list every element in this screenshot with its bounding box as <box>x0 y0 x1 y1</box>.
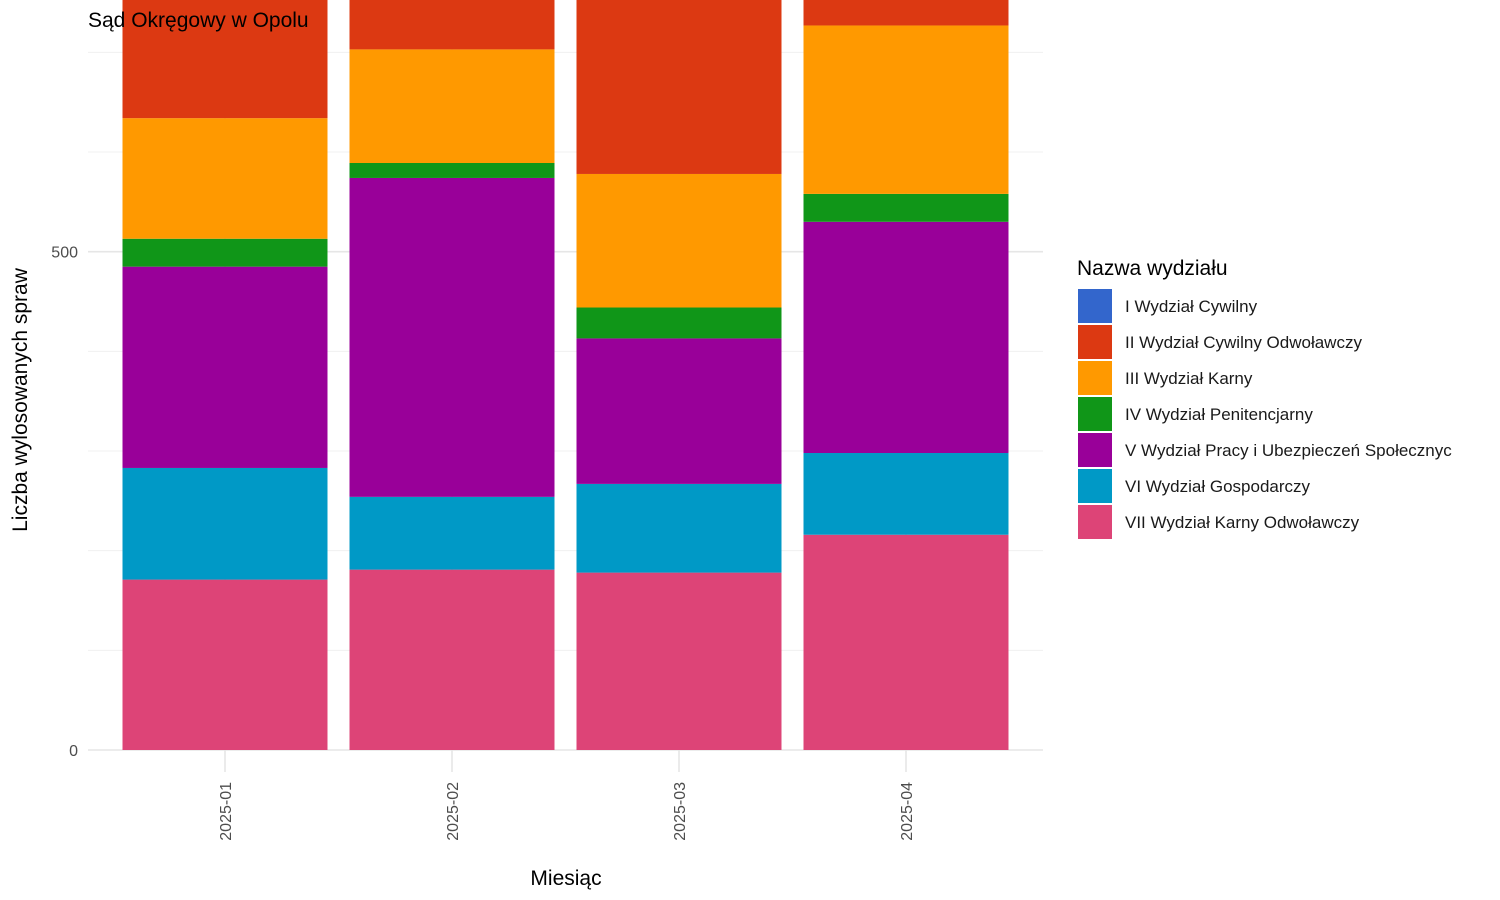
legend-items: I Wydział Cywilny II Wydział Cywilny Odwo… <box>1078 289 1452 539</box>
x-axis-title: Miesiąc <box>530 867 601 890</box>
x-tick-label: 2025-02 <box>445 782 462 841</box>
bar-segment <box>576 0 782 174</box>
bar-segment <box>349 163 555 178</box>
bar-segment <box>576 572 782 750</box>
y-tick-label: 0 <box>69 743 78 760</box>
legend-swatch <box>1078 289 1112 323</box>
x-tick-label: 2025-03 <box>672 782 689 841</box>
legend-label: VII Wydział Karny Odwoławczy <box>1125 513 1360 532</box>
bar-segment <box>349 496 555 570</box>
legend-swatch <box>1078 505 1112 539</box>
x-tick-label: 2025-04 <box>899 782 916 841</box>
bar-segment <box>349 0 555 50</box>
x-tick-label: 2025-01 <box>218 782 235 841</box>
bars <box>122 0 1009 750</box>
bar-segment <box>122 266 328 468</box>
bar-segment <box>803 534 1009 750</box>
bar-segment <box>122 0 328 119</box>
bar-segment <box>122 238 328 267</box>
legend-label: I Wydział Cywilny <box>1125 297 1258 316</box>
bar-segment <box>803 453 1009 535</box>
legend-swatch <box>1078 469 1112 503</box>
legend: Nazwa wydziału I Wydział Cywilny II Wydzi… <box>1077 257 1452 539</box>
bar-segment <box>122 118 328 239</box>
bar-segment <box>576 173 782 308</box>
bar-segment <box>122 467 328 580</box>
legend-title: Nazwa wydziału <box>1077 257 1228 280</box>
bar-segment <box>349 49 555 164</box>
chart-title: Sąd Okręgowy w Opolu <box>88 9 309 32</box>
bar-segment <box>349 569 555 750</box>
legend-label: II Wydział Cywilny Odwoławczy <box>1125 333 1362 352</box>
y-axis-title: Liczba wylosowanych spraw <box>9 267 32 532</box>
legend-swatch <box>1078 361 1112 395</box>
bar-segment <box>576 338 782 484</box>
y-tick-label: 500 <box>51 245 78 262</box>
legend-label: III Wydział Karny <box>1125 369 1253 388</box>
legend-swatch <box>1078 325 1112 359</box>
bar-segment <box>803 0 1009 26</box>
legend-label: IV Wydział Penitencjarny <box>1125 405 1313 424</box>
legend-label: VI Wydział Gospodarczy <box>1125 477 1311 496</box>
bar-segment <box>803 221 1009 454</box>
legend-label: V Wydział Pracy i Ubezpieczeń Społecznyc <box>1125 441 1452 460</box>
bar-segment <box>122 579 328 750</box>
bar-segment <box>576 307 782 339</box>
legend-swatch <box>1078 397 1112 431</box>
bar-segment <box>803 25 1009 194</box>
bar-segment <box>349 177 555 497</box>
bar-segment <box>576 483 782 573</box>
legend-swatch <box>1078 433 1112 467</box>
bar-segment <box>803 193 1009 222</box>
